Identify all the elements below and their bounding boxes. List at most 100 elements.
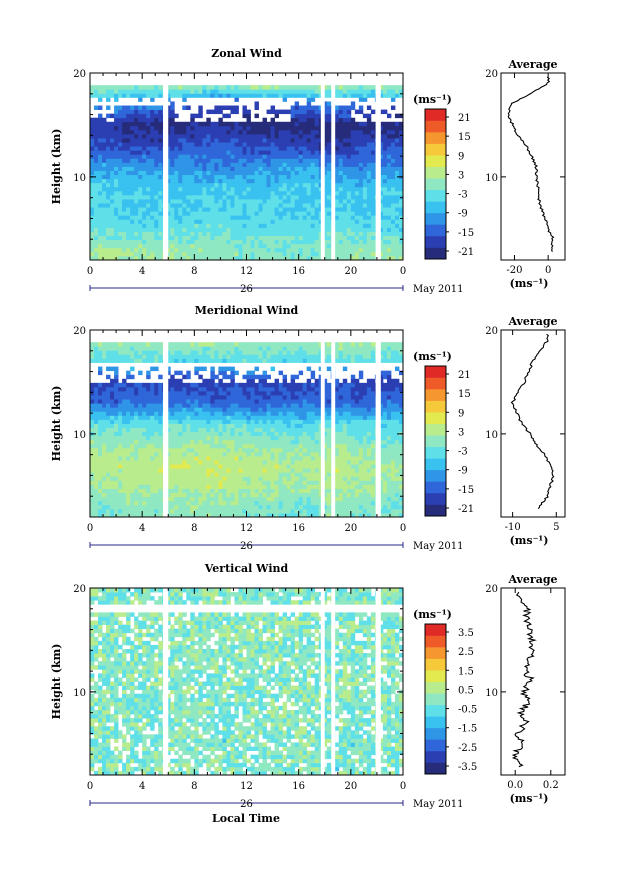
heatmap-cell (218, 464, 223, 469)
heatmap-cell (142, 350, 147, 355)
heatmap-cell (246, 456, 251, 461)
heatmap-cell (94, 439, 99, 445)
heatmap-cell (106, 407, 111, 412)
heatmap-cell (114, 419, 119, 424)
heatmap-cell (158, 162, 163, 167)
heatmap-cell (342, 109, 348, 115)
heatmap-cell (346, 178, 352, 184)
heatmap-cell (394, 194, 400, 200)
heatmap-cell (106, 342, 111, 347)
heatmap-cell (246, 219, 251, 224)
heatmap-cell (366, 150, 372, 155)
heatmap-cell (394, 170, 400, 176)
heatmap-cell (386, 162, 392, 167)
heatmap-cell (106, 472, 111, 477)
heatmap-cell (186, 370, 191, 376)
heatmap-cell (226, 223, 231, 228)
heatmap-cell (202, 480, 207, 485)
heatmap-cell (106, 435, 111, 441)
heatmap-cell (110, 382, 115, 388)
heatmap-cell (242, 386, 247, 392)
heatmap-cell (326, 211, 332, 216)
heatmap-cell (154, 395, 159, 400)
heatmap-cell (174, 350, 179, 355)
heatmap-cell (214, 460, 219, 465)
heatmap-cell (334, 93, 340, 98)
heatmap-cell (298, 93, 304, 98)
heatmap-cell (386, 129, 392, 135)
heatmap-cell (290, 146, 296, 151)
heatmap-cell (222, 350, 227, 355)
heatmap-cell (278, 89, 284, 94)
heatmap-cell (354, 243, 360, 249)
heatmap-cell (202, 207, 207, 212)
heatmap-cell (278, 170, 284, 176)
heatmap-cell (126, 415, 131, 420)
heatmap-cell (398, 215, 404, 220)
heatmap-cell (194, 366, 199, 372)
heatmap-cell (190, 358, 195, 363)
heatmap-cell (166, 207, 171, 212)
heatmap-cell (222, 178, 227, 184)
heatmap-cell (158, 255, 163, 261)
heatmap-cell (258, 199, 263, 204)
data-gap (320, 73, 325, 260)
heatmap-cell (186, 496, 191, 502)
heatmap-cell (378, 154, 384, 159)
heatmap-cell (350, 223, 356, 228)
heatmap-cell (110, 464, 115, 469)
heatmap-cell (386, 182, 392, 188)
heatmap-cell (206, 207, 211, 212)
heatmap-cell (342, 174, 348, 180)
heatmap-cell (234, 423, 239, 428)
heatmap-cell (278, 243, 284, 249)
heatmap-cell (322, 146, 328, 151)
heatmap-cell (382, 182, 388, 188)
heatmap-cell (178, 158, 183, 163)
heatmap-cell (262, 121, 267, 127)
heatmap-cell (110, 203, 115, 208)
heatmap-cell (98, 403, 103, 408)
heatmap-cell (90, 219, 95, 224)
heatmap-cell (186, 235, 191, 241)
heatmap-cell (114, 227, 119, 232)
heatmap-cell (294, 227, 300, 232)
heatmap-cell (150, 427, 155, 433)
heatmap-cell (350, 170, 356, 176)
heatmap-cell (238, 154, 243, 159)
heatmap-cell (186, 178, 191, 184)
heatmap-cell (258, 129, 263, 135)
heatmap-cell (222, 142, 227, 147)
heatmap-cell (98, 415, 103, 420)
heatmap-cell (118, 255, 123, 261)
heatmap-cell (262, 492, 267, 498)
heatmap-cell (102, 492, 107, 498)
heatmap-cell (230, 411, 235, 416)
colorbar-segment (425, 109, 446, 121)
heatmap-cell (222, 395, 227, 400)
heatmap-cell (154, 125, 159, 131)
heatmap-cell (210, 447, 215, 453)
heatmap-cell (186, 480, 191, 485)
heatmap-cell (170, 342, 175, 347)
heatmap-cell (118, 146, 123, 151)
heatmap-cell (218, 370, 223, 376)
heatmap-cell (286, 154, 292, 159)
heatmap-cell (110, 395, 115, 400)
heatmap-cell (130, 484, 135, 489)
heatmap-cell (266, 207, 271, 212)
heatmap-cell (214, 431, 219, 437)
heatmap-cell (210, 403, 215, 408)
heatmap-cell (186, 243, 191, 249)
heatmap-cell (158, 500, 163, 506)
heatmap-cell (310, 203, 316, 208)
heatmap-cell (126, 354, 131, 359)
heatmap-cell (166, 239, 171, 245)
heatmap-cell (306, 154, 312, 159)
heatmap-cell (242, 472, 247, 477)
heatmap-cell (382, 219, 388, 224)
heatmap-cell (386, 121, 392, 127)
heatmap-cell (126, 105, 131, 110)
heatmap-cell (130, 415, 135, 420)
